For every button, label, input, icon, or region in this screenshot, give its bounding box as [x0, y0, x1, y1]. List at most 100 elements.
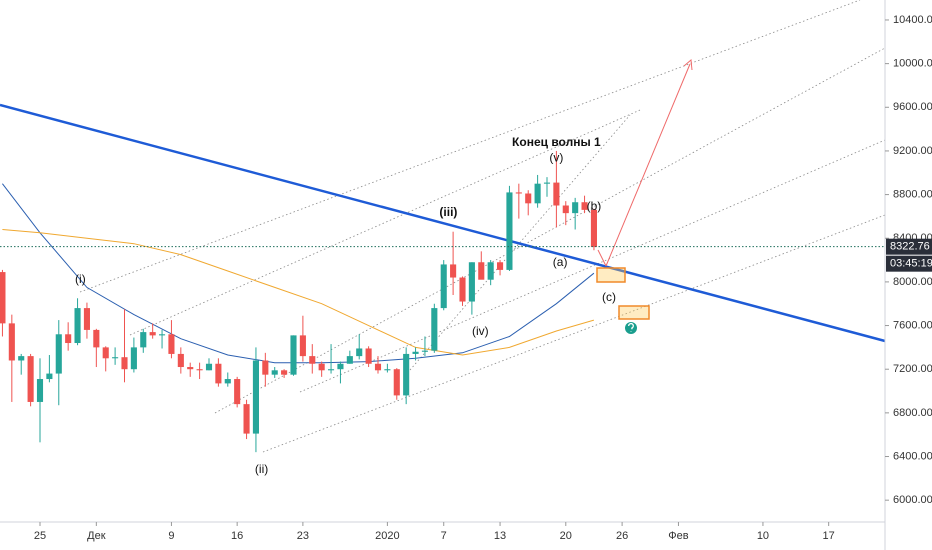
candle-body: [328, 369, 335, 371]
channel-line: [299, 139, 886, 393]
candle-body: [121, 357, 128, 370]
candle-body: [271, 370, 278, 375]
candle-body: [497, 262, 504, 270]
candle-body: [168, 334, 175, 354]
x-tick-label: Дек: [87, 530, 106, 542]
x-tick-label: 9: [168, 530, 174, 542]
candle-body: [525, 193, 532, 204]
candle-body: [421, 350, 428, 352]
candle-body: [130, 347, 137, 370]
candle-body: [27, 356, 34, 402]
candle-body: [0, 272, 6, 324]
candle-body: [187, 367, 194, 370]
trend-line: [0, 103, 886, 343]
x-tick-label: 13: [494, 530, 506, 542]
candle-body: [337, 363, 344, 370]
projection-arrow: [597, 249, 607, 267]
candle-body: [487, 262, 494, 280]
moving-average: [2, 183, 595, 364]
candle-body: [403, 353, 410, 396]
x-tick-label: 20: [560, 530, 572, 542]
candle-body: [290, 335, 297, 375]
y-tick-label: 6400.00: [893, 450, 932, 462]
candle-body: [159, 334, 166, 336]
candle-body: [252, 360, 259, 434]
wave-label: (v): [549, 151, 563, 165]
channel-line: [79, 0, 861, 293]
candle-body: [243, 404, 250, 434]
candle-body: [234, 379, 241, 405]
candle-body: [346, 356, 353, 364]
candle-body: [262, 360, 269, 375]
x-tick-label: 17: [823, 530, 835, 542]
candle-body: [299, 335, 306, 357]
candle-body: [196, 369, 203, 371]
candle-body: [440, 264, 447, 309]
candle-body: [18, 356, 25, 361]
arrow-head: [683, 58, 693, 71]
x-tick-label: Фев: [668, 530, 688, 542]
candle-body: [590, 209, 597, 247]
candle-body: [543, 182, 551, 184]
y-tick-label: 6000.00: [893, 494, 932, 506]
candle-body: [36, 379, 44, 402]
candle-body: [149, 332, 156, 336]
candle-body: [506, 192, 513, 270]
x-tick-label: 7: [441, 530, 447, 542]
candle-body: [356, 348, 363, 357]
candle-body: [468, 262, 475, 302]
candle-body: [318, 363, 325, 371]
candle-body: [412, 351, 419, 354]
projection-arrow: [605, 63, 691, 267]
candle-body: [140, 332, 147, 348]
candle-body: [534, 183, 541, 204]
candle-body: [450, 264, 457, 278]
candle-body: [553, 182, 560, 206]
candle-body: [102, 347, 109, 359]
question-mark: [628, 322, 634, 332]
candle-body: [478, 262, 485, 280]
wave-label: (c): [602, 290, 616, 304]
y-tick-label: 8000.00: [893, 276, 932, 288]
candle-body: [515, 192, 522, 194]
candle-body: [572, 202, 579, 214]
y-tick-label: 7200.00: [893, 363, 932, 375]
wave-label: (ii): [255, 462, 268, 476]
candle-body: [112, 357, 119, 359]
x-tick-label: 25: [34, 530, 46, 542]
wave-label: Конец волны 1: [512, 135, 601, 149]
candle-body: [459, 277, 466, 302]
candle-body: [93, 329, 100, 348]
question-icon: [625, 322, 637, 334]
wave-label: (iv): [472, 324, 489, 338]
countdown-box: [886, 255, 932, 272]
x-tick-label: 26: [616, 530, 628, 542]
candle-body: [384, 369, 391, 371]
candle-body: [431, 308, 438, 351]
y-tick-label: 10000.00: [893, 58, 932, 70]
x-tick-label: 2020: [375, 530, 399, 542]
candle-body: [215, 363, 222, 384]
wave-label: (a): [553, 255, 568, 269]
channel-line: [262, 214, 886, 453]
candle-body: [562, 205, 569, 214]
channel-line: [214, 47, 886, 414]
last-price-label: 8322.76: [890, 241, 930, 253]
candle-body: [581, 202, 588, 210]
y-tick-label: 9200.00: [893, 145, 932, 157]
y-tick-label: 6800.00: [893, 407, 932, 419]
candle-body: [55, 334, 62, 374]
wave-label: (iii): [439, 205, 457, 219]
moving-average: [2, 229, 595, 356]
candle-body: [365, 348, 372, 364]
candle-body: [281, 370, 288, 375]
wave-label: (i): [75, 272, 86, 286]
y-tick-label: 10400.00: [893, 14, 932, 26]
candle-body: [83, 308, 90, 330]
x-tick-label: 23: [297, 530, 309, 542]
candle-body: [8, 323, 15, 361]
candle-body: [46, 373, 53, 380]
wave-label: (b): [587, 199, 602, 213]
candle-body: [224, 379, 231, 384]
